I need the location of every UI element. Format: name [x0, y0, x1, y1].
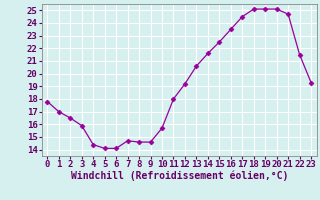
- X-axis label: Windchill (Refroidissement éolien,°C): Windchill (Refroidissement éolien,°C): [70, 171, 288, 181]
